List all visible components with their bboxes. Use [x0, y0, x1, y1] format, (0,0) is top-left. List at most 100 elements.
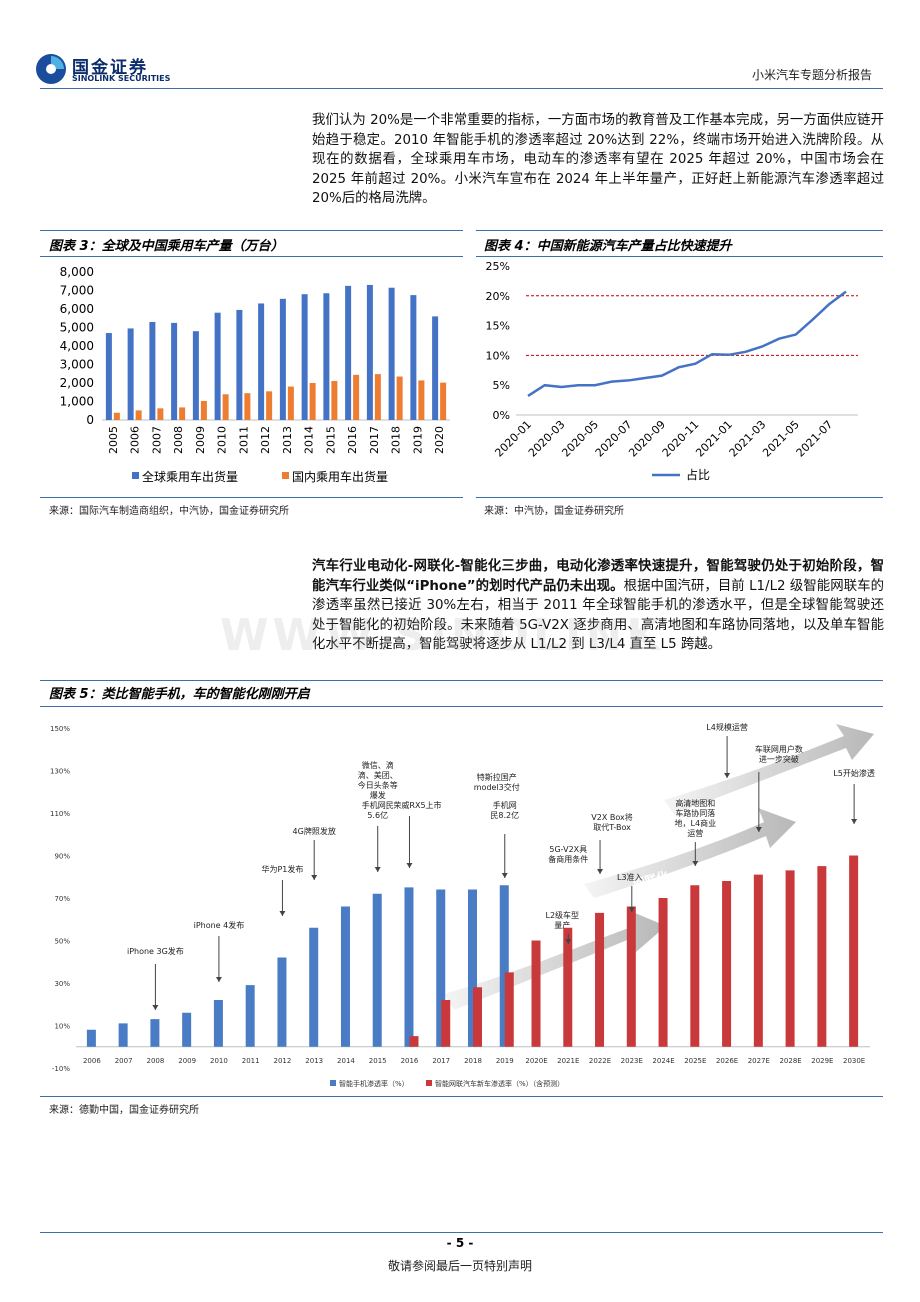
fig3-bar-china: [179, 407, 186, 420]
fig3-bar-global: [323, 293, 330, 420]
fig3-bar-china: [157, 408, 164, 420]
fig5-annotation-arrowhead: [501, 873, 508, 878]
fig3-bar-china: [418, 380, 425, 420]
fig5-annotation: 荣威RX5上市: [393, 800, 441, 810]
sinolink-logo-icon: [34, 52, 68, 90]
fig3-xtick-label: 2010: [216, 426, 229, 454]
fig3-bar-global: [127, 328, 134, 420]
fig5-xtick-label: 2028E: [779, 1057, 801, 1065]
fig3-xtick-label: 2020: [433, 426, 446, 454]
fig5-annotation: L2级车型量产: [546, 910, 580, 930]
fig5-xtick-label: 2009: [178, 1057, 196, 1065]
fig5-xtick-label: 2022E: [589, 1057, 611, 1065]
fig5-stage-arrow-3: [664, 724, 874, 814]
fig5-bar-smartphone: [340, 906, 350, 1047]
fig5-bar-smartphone: [404, 887, 414, 1047]
paragraph-2-bold: 汽车行业电动化-网联化-智能化三步曲，电动化渗透率快速提升，智能驾驶仍处于初始阶…: [312, 559, 884, 594]
fig3-bar-global: [171, 322, 178, 420]
fig5-ytick-label: 50%: [54, 938, 70, 946]
fig3-chart: 0 1,000 2,000 3,000 4,000 5,000 6,000 7,000 8,00…: [60, 265, 450, 484]
fig5-ytick-label: 90%: [54, 853, 70, 861]
fig3-bar-global: [236, 309, 243, 420]
fig5-annotation-arrowhead: [565, 939, 572, 944]
fig5-xtick-label: 2008: [146, 1057, 164, 1065]
fig3-bar-global: [279, 298, 286, 420]
fig3-bar-china: [222, 394, 229, 420]
footer-disclaimer: 敬请参阅最后一页特别声明: [387, 1259, 532, 1273]
fig5-bar-connected-car: [626, 906, 636, 1047]
fig5-annotation: 高清地图和车路协同落地，L4商业运营: [675, 798, 717, 838]
fig5-xtick-label: 2007: [115, 1057, 133, 1065]
fig3-bar-china: [396, 376, 403, 420]
fig3-bar-china: [113, 412, 120, 420]
fig3-bar-china: [135, 410, 142, 420]
fig5-xtick-label: 2011: [242, 1057, 260, 1065]
fig5-ytick-label: 150%: [50, 725, 70, 733]
fig3-xtick-label: 2015: [324, 426, 337, 454]
fig5-annotation-arrowhead: [406, 863, 413, 868]
fig5-bar-smartphone: [182, 1012, 192, 1047]
fig3-bottom-rule: [40, 497, 463, 498]
fig5-bar-connected-car: [595, 912, 605, 1047]
fig5-legend-label: 智能手机渗透率（%）: [339, 1079, 409, 1088]
fig5-bar-connected-car: [849, 855, 859, 1047]
fig5-xtick-label: 2016: [401, 1057, 419, 1065]
fig5-bar-smartphone: [499, 885, 509, 1047]
fig3-xtick-label: 2011: [237, 426, 250, 454]
fig5-stage-arrow-2: [584, 808, 796, 898]
fig4-ytick-label: 0%: [493, 409, 510, 422]
fig5-xtick-label: 2014: [337, 1057, 355, 1065]
fig5-bar-connected-car: [504, 972, 514, 1047]
fig5-legend-swatch: [426, 1080, 432, 1086]
fig4-top-rule: [476, 230, 883, 231]
fig5-annotation: iPhone 4发布: [194, 920, 245, 930]
logo-text-cn: 国金证券: [72, 58, 148, 78]
fig5-xtick-label: 2017: [432, 1057, 450, 1065]
fig3-source: 来源：国际汽车制造商组织，中汽协，国金证券研究所: [49, 506, 289, 517]
fig3-xtick-label: 2005: [107, 426, 120, 454]
fig5-bar-smartphone: [468, 889, 477, 1047]
fig5-bar-connected-car: [817, 866, 827, 1047]
fig3-bar-global: [301, 294, 308, 420]
fig3-ytick-label: 1,000: [60, 395, 94, 409]
paragraph-2: 汽车行业电动化-网联化-智能化三步曲，电动化渗透率快速提升，智能驾驶仍处于初始阶…: [312, 557, 884, 655]
fig3-xtick-label: 2018: [390, 426, 403, 454]
fig5-annotation: 华为P1发布: [261, 864, 303, 874]
paragraph-1: 我们认为 20%是一个非常重要的指标，一方面市场的教育普及工作基本完成，另一方面…: [312, 113, 884, 206]
fig5-xtick-label: 2029E: [811, 1057, 833, 1065]
fig5-annotation: 车联网用户数进一步突破: [755, 744, 803, 764]
fig5-bar-smartphone: [86, 1029, 96, 1047]
fig5-bar-connected-car: [785, 870, 795, 1047]
fig5-bar-connected-car: [531, 940, 541, 1047]
fig5-bar-connected-car: [658, 898, 668, 1047]
fig5-bar-smartphone: [436, 889, 446, 1047]
fig3-ytick-label: 8,000: [60, 265, 94, 279]
fig3-bar-global: [432, 316, 439, 420]
fig3-xtick-label: 2012: [259, 426, 272, 454]
fig5-xtick-label: 2027E: [748, 1057, 770, 1065]
fig5-annotation: L4规模运营: [706, 722, 748, 732]
fig5-xtick-label: 2012: [274, 1057, 292, 1065]
fig5-xtick-label: 2024E: [652, 1057, 674, 1065]
fig5-bar-smartphone: [245, 985, 255, 1047]
fig5-ytick-label: 10%: [54, 1023, 70, 1031]
paragraph-2-normal: 根据中国汽研，目前 L1/L2 级智能网联车的渗透率虽然已接近 30%左右，相当…: [312, 578, 884, 653]
fig5-xtick-label: 2019: [496, 1057, 514, 1065]
fig4-ytick-label: 15%: [486, 320, 510, 333]
fig3-bar-china: [266, 391, 273, 420]
fig4-source: 来源：中汽协，国金证券研究所: [484, 506, 624, 517]
fig3-bar-china: [440, 382, 447, 420]
fig5-xtick-label: 2006: [83, 1057, 101, 1065]
fig3-ytick-label: 5,000: [60, 321, 94, 335]
fig5-annotation-arrowhead: [692, 861, 699, 866]
fig3-ytick-label: 3,000: [60, 358, 94, 372]
fig5-ytick-label: 70%: [54, 895, 70, 903]
fig5-xtick-label: 2018: [464, 1057, 482, 1065]
fig3-xtick-label: 2016: [346, 426, 359, 454]
fig3-bar-global: [410, 295, 417, 420]
fig5-annotation: iPhone 3G发布: [127, 946, 184, 956]
fig5-source: 来源：德勤中国，国金证券研究所: [49, 1105, 199, 1116]
fig5-legend-swatch: [330, 1080, 336, 1086]
fig5-annotation-arrowhead: [311, 875, 318, 880]
fig5-annotation-arrowhead: [597, 869, 604, 874]
